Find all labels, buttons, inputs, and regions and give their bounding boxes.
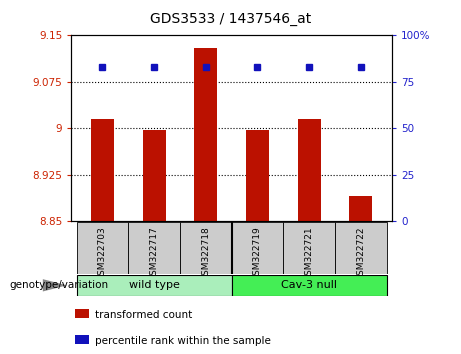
Text: Cav-3 null: Cav-3 null	[281, 280, 337, 290]
Bar	[75, 309, 89, 319]
Bar	[91, 119, 114, 221]
Bar	[231, 222, 284, 274]
Text: GSM322717: GSM322717	[150, 226, 159, 281]
Bar	[180, 222, 231, 274]
Text: GSM322721: GSM322721	[305, 226, 313, 281]
Text: GSM322718: GSM322718	[201, 226, 210, 281]
Text: GSM322722: GSM322722	[356, 226, 366, 281]
Bar	[335, 222, 387, 274]
Bar	[77, 222, 128, 274]
Bar	[128, 222, 180, 274]
Text: GSM322703: GSM322703	[98, 226, 107, 281]
Text: transformed count: transformed count	[95, 310, 193, 320]
Polygon shape	[43, 279, 67, 291]
Bar	[77, 275, 231, 296]
Bar	[194, 48, 218, 221]
Bar	[231, 275, 387, 296]
Text: genotype/variation: genotype/variation	[9, 280, 108, 290]
Text: percentile rank within the sample: percentile rank within the sample	[95, 336, 272, 346]
Bar	[284, 222, 335, 274]
Text: GSM322719: GSM322719	[253, 226, 262, 281]
Bar	[349, 196, 372, 221]
Bar	[75, 335, 89, 344]
Bar	[246, 130, 269, 221]
Text: GDS3533 / 1437546_at: GDS3533 / 1437546_at	[150, 12, 311, 27]
Bar	[297, 119, 321, 221]
Text: wild type: wild type	[129, 280, 180, 290]
Bar	[142, 130, 166, 221]
